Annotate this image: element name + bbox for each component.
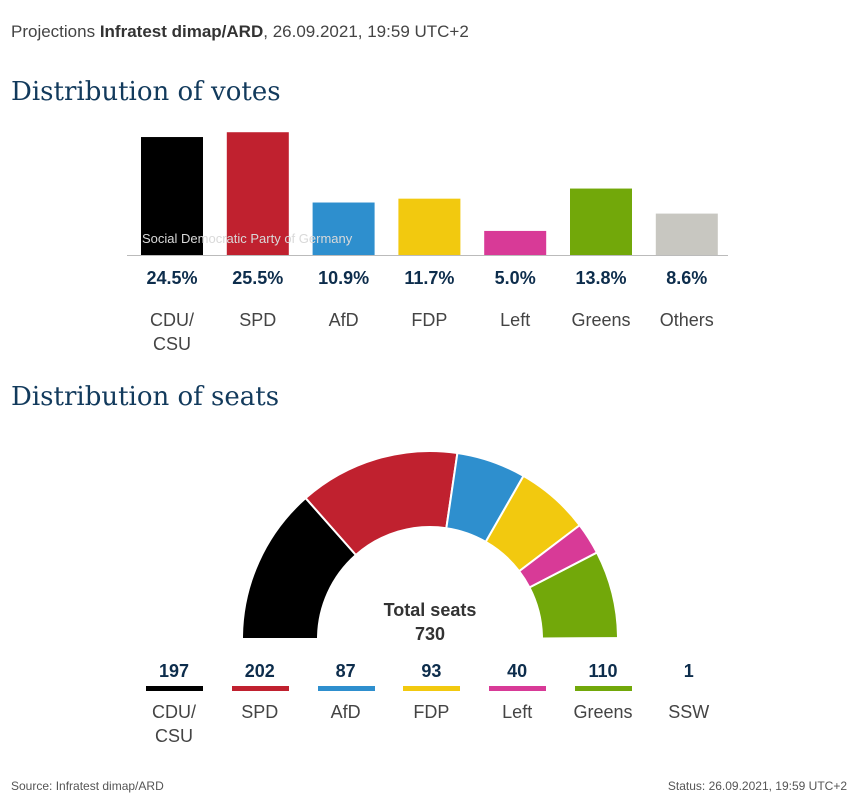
- header-source: Infratest dimap/ARD: [99, 22, 264, 41]
- votes-bar-chart: [127, 132, 728, 256]
- seat-swatch-fdp: [403, 686, 461, 691]
- total-seats-label: Total seats: [383, 600, 477, 620]
- header-suffix: , 26.09.2021, 19:59 UTC+2: [263, 22, 469, 41]
- seat-swatch-cdu-csu: [146, 686, 203, 691]
- header-prefix: Projections: [11, 22, 100, 41]
- category-label-afd: AfD: [328, 310, 359, 330]
- category-label-others: Others: [659, 310, 714, 330]
- bar-others[interactable]: [655, 213, 718, 255]
- value-label-greens: 13.8%: [575, 268, 627, 288]
- seat-swatch-spd: [231, 686, 289, 691]
- category-label-greens: Greens: [571, 310, 631, 330]
- seat-value-greens: 110: [588, 661, 618, 681]
- votes-title: Distribution of votes: [11, 77, 281, 107]
- total-seats: Total seats 730: [330, 598, 530, 646]
- seat-value-afd: 87: [335, 661, 356, 681]
- seats-labels: 197 CDU/ CSU 202 SPD 87 AfD 93 FDP 40 Left 110 Gree…: [0, 655, 858, 755]
- seat-swatch-greens: [575, 686, 632, 691]
- category-label-fdp: FDP: [411, 310, 448, 330]
- seat-party-label-afd: AfD: [330, 702, 361, 722]
- seat-party-label-fdp: FDP: [413, 702, 450, 722]
- seat-party-label-cdu-csu: CDU/ CSU: [152, 702, 196, 746]
- footer-source: Source: Infratest dimap/ARD: [11, 779, 164, 793]
- total-seats-value: 730: [414, 624, 446, 644]
- seat-party-label-ssw: SSW: [668, 702, 710, 722]
- bar-afd[interactable]: [312, 202, 375, 255]
- seat-value-left: 40: [507, 661, 528, 681]
- value-label-left: 5.0%: [494, 268, 536, 288]
- value-label-others: 8.6%: [666, 268, 708, 288]
- seat-value-fdp: 93: [421, 661, 442, 681]
- category-label-cdu-csu: CDU/ CSU: [150, 310, 194, 354]
- seat-swatch-afd: [317, 686, 375, 691]
- category-label-spd: SPD: [239, 310, 277, 330]
- projection-header: Projections Infratest dimap/ARD, 26.09.2…: [11, 22, 469, 42]
- bar-greens[interactable]: [570, 188, 632, 255]
- value-label-cdu-csu: 24.5%: [146, 268, 198, 288]
- seat-party-label-left: Left: [502, 702, 533, 722]
- value-label-spd: 25.5%: [232, 268, 284, 288]
- value-label-fdp: 11.7%: [404, 268, 455, 288]
- seat-value-spd: 202: [244, 661, 275, 681]
- seat-party-label-spd: SPD: [241, 702, 279, 722]
- seat-party-label-greens: Greens: [573, 702, 633, 722]
- bar-cdu-csu[interactable]: [141, 137, 203, 255]
- bar-spd[interactable]: [226, 132, 289, 255]
- seats-semicircle-chart: [240, 450, 620, 640]
- seats-title: Distribution of seats: [11, 382, 280, 412]
- votes-labels: 24.5% CDU/ CSU 25.5% SPD 10.9% AfD 11.7% FDP 5.0…: [0, 260, 858, 360]
- value-label-afd: 10.9%: [318, 268, 370, 288]
- seat-value-ssw: 1: [683, 661, 694, 681]
- seat-value-cdu-csu: 197: [158, 661, 190, 681]
- seat-swatch-left: [489, 686, 547, 691]
- category-label-left: Left: [500, 310, 531, 330]
- bar-left[interactable]: [484, 230, 547, 255]
- bar-fdp[interactable]: [398, 198, 461, 255]
- seat-segment-ssw[interactable]: [540, 637, 620, 640]
- footer-status: Status: 26.09.2021, 19:59 UTC+2: [667, 779, 847, 793]
